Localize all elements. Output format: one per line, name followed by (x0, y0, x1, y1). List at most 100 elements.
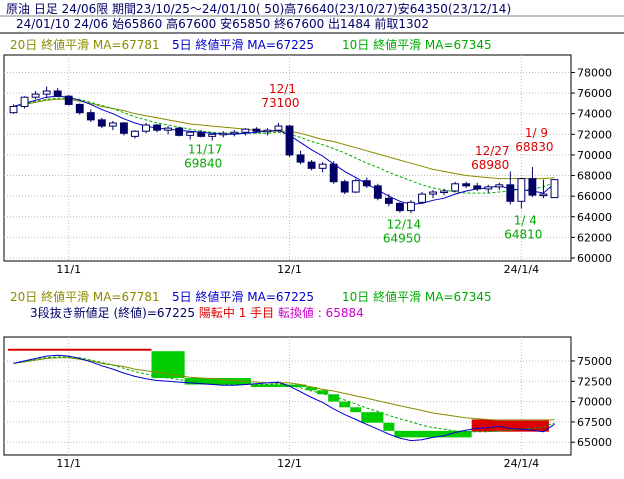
price-ytick-label: 62000 (577, 231, 612, 244)
candle-body (241, 128, 250, 133)
break-xtick-label: 12/1 (277, 457, 302, 470)
break-ytick-label: 67500 (577, 416, 612, 429)
break-chart-panel: 75000 72500 70000 67500 65000 11/1 12/1 24/1/4… (3, 289, 612, 470)
header-line-2: 24/01/10 24/06 始65860 高67600 安65850 終676… (16, 16, 429, 31)
candle-body (208, 133, 217, 137)
price-ytick-label: 68000 (577, 170, 612, 183)
annotation-value: 73100 (261, 96, 299, 110)
price-chart-panel: 78000 76000 74000 72000 70000 68000 66000 64000… (3, 37, 612, 276)
candle-body (186, 131, 195, 136)
candle-body (462, 183, 471, 187)
break-subtitle-part: 3段抜き新値足 (終値)=67225 (30, 305, 199, 320)
candle-body (384, 197, 393, 204)
price-xtick-label: 11/1 (56, 263, 81, 276)
price-xtick-label: 24/1/4 (504, 263, 539, 276)
candle-body (340, 181, 349, 193)
candle-body (550, 179, 559, 199)
candle-body (86, 112, 95, 121)
break-x-axis: 11/1 12/1 24/1/4 (56, 457, 539, 470)
candle-body (274, 125, 283, 131)
price-ytick-label: 76000 (577, 87, 612, 100)
annotation-date: 12/27 (475, 144, 510, 158)
price-ma5-line (13, 95, 555, 205)
price-moving-averages (13, 95, 555, 205)
candle-body (153, 124, 161, 131)
candle-body (164, 127, 173, 131)
price-chart-grid (4, 55, 571, 261)
price-ytick-label: 70000 (577, 149, 612, 162)
break-y-axis: 75000 72500 70000 67500 65000 (571, 355, 612, 449)
break-legend: 20日 終値平滑 MA=67781 5日 終値平滑 MA=67225 10日 終値平… (10, 289, 492, 304)
candle-body (539, 193, 548, 197)
break-ytick-label: 70000 (577, 396, 612, 409)
price-ytick-label: 64000 (577, 211, 612, 224)
candle-body (97, 119, 106, 127)
break-legend-entry: 20日 終値平滑 MA=67781 (10, 289, 160, 304)
break-xtick-label: 11/1 (56, 457, 81, 470)
annotation-date: 12/1 (269, 82, 296, 96)
candle-body (506, 184, 515, 202)
break-brick (306, 386, 318, 391)
break-xtick-label: 24/1/4 (504, 457, 539, 470)
candle-body (395, 202, 404, 212)
annotation-date: 1/ 9 (525, 126, 548, 140)
break-brick (328, 394, 340, 402)
price-ytick-label: 72000 (577, 128, 612, 141)
price-ytick-label: 60000 (577, 252, 612, 265)
price-ytick-label: 66000 (577, 190, 612, 203)
candle-body (219, 132, 228, 136)
candle-body (407, 201, 415, 212)
break-subtitle-text: 3段抜き新値足 (終値)=67225 陽転中 1 手目 転換値 : 65884 (30, 305, 364, 320)
candle-body (440, 190, 449, 193)
candle-body (373, 185, 382, 199)
candle-body (53, 90, 62, 97)
annotation-value: 64810 (504, 227, 542, 241)
candle-body (119, 122, 128, 134)
price-y-axis: 78000 76000 74000 72000 70000 68000 66000 64000… (571, 66, 612, 265)
candle-body (318, 163, 327, 169)
candle-body (307, 161, 316, 169)
annotation-date: 1/ 4 (514, 213, 537, 227)
annotation-date: 11/17 (188, 142, 223, 156)
candle-body (42, 90, 51, 95)
break-brick (394, 430, 472, 438)
candle-body (108, 122, 117, 127)
candle-body (296, 154, 305, 163)
break-brick (184, 378, 251, 385)
break-brick (383, 422, 395, 431)
candle-body (197, 131, 206, 137)
price-candles (9, 86, 559, 214)
price-legend-entry: 5日 終値平滑 MA=67225 (172, 37, 314, 52)
candle-body (495, 184, 504, 188)
price-xtick-label: 12/1 (277, 263, 302, 276)
candle-body (20, 96, 29, 107)
candle-body (484, 186, 493, 190)
break-brick (361, 412, 384, 423)
break-ma20-line (13, 357, 555, 421)
candle-body (131, 130, 139, 137)
price-ma20-line (13, 98, 555, 180)
break-brick (8, 348, 152, 351)
candle-body (429, 191, 437, 195)
candle-body (473, 185, 482, 190)
break-brick (350, 407, 362, 413)
annotation-date: 12/14 (387, 218, 422, 232)
break-subtitle: 3段抜き新値足 (終値)=67225 陽転中 1 手目 転換値 : 65884 (30, 305, 364, 320)
candle-body (517, 178, 526, 202)
break-brick (250, 384, 307, 387)
break-ma10-line (13, 356, 555, 433)
annotation-value: 68980 (471, 158, 509, 172)
price-legend-entry: 20日 終値平滑 MA=67781 (10, 37, 160, 52)
candle-body (175, 127, 184, 136)
price-legend: 20日 終値平滑 MA=67781 5日 終値平滑 MA=67225 10日 終値平… (10, 37, 492, 52)
candle-body (362, 180, 371, 187)
break-brick (317, 390, 329, 395)
candle-body (142, 124, 150, 132)
candle-body (31, 93, 40, 98)
break-legend-entry: 10日 終値平滑 MA=67345 (342, 289, 492, 304)
candle-body (528, 178, 537, 196)
candle-body (252, 128, 261, 132)
break-subtitle-part: 陽転中 (199, 305, 235, 320)
break-ytick-label: 65000 (577, 436, 612, 449)
